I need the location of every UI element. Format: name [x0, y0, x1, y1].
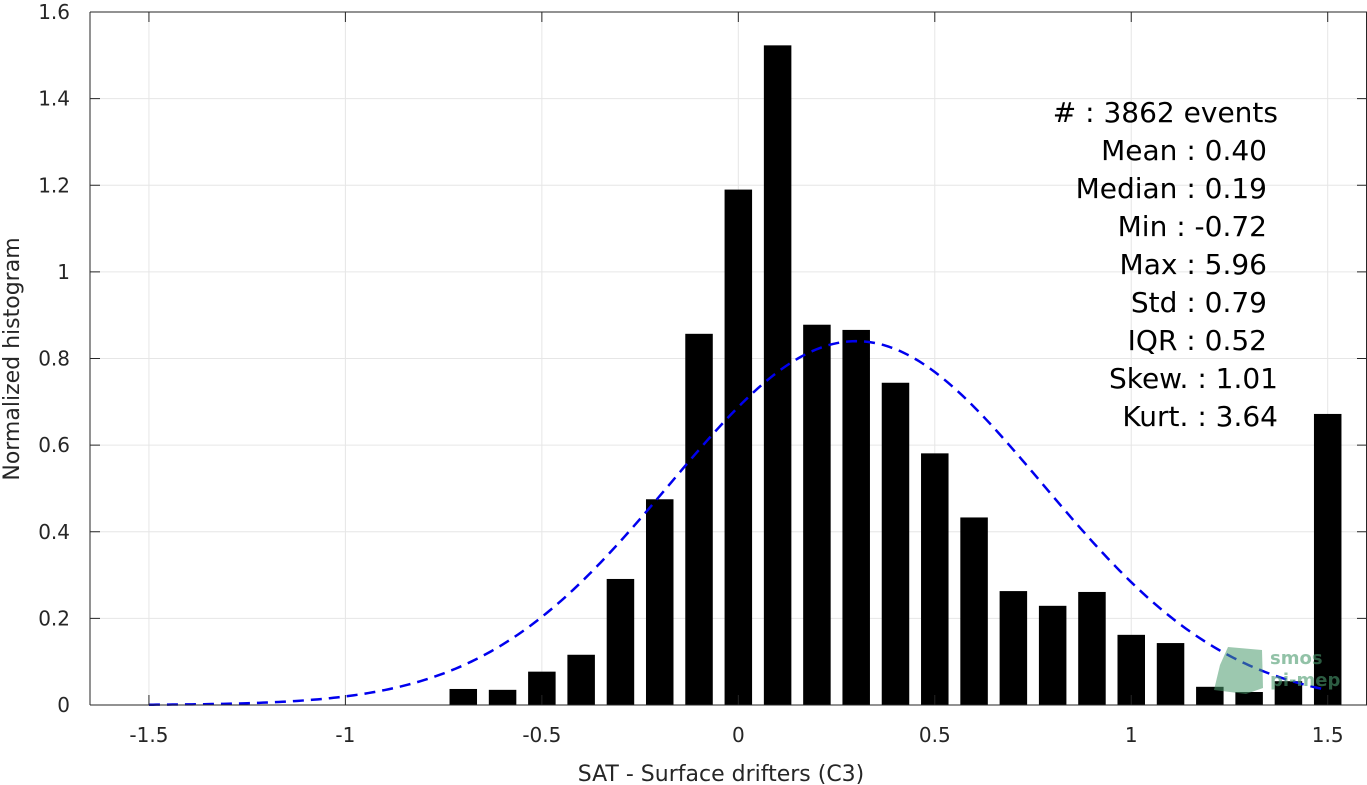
x-axis-label: SAT - Surface drifters (C3) [578, 762, 865, 785]
x-tick-label-1: -1 [335, 723, 355, 747]
y-tick-label-8: 1.6 [38, 0, 70, 24]
histogram-bar-11 [881, 382, 910, 705]
histogram-bar-4 [606, 578, 635, 705]
stats-box: # : 3862 events Mean : 0.40 Median : 0.19 M… [1053, 96, 1278, 433]
histogram-bar-20 [1235, 692, 1263, 705]
histogram-bar-14 [999, 591, 1028, 705]
histogram-bar-15 [1038, 605, 1067, 705]
histogram-bar-9 [803, 324, 831, 705]
y-axis-label: Normalized histogram [0, 237, 25, 480]
stat-line-1: Mean : 0.40 [1101, 134, 1267, 167]
histogram-bar-8 [763, 45, 792, 705]
histogram-bar-19 [1196, 686, 1224, 705]
x-tick-label-2: -0.5 [522, 723, 561, 747]
stat-line-3: Min : -0.72 [1118, 210, 1267, 243]
histogram-bar-10 [842, 329, 870, 705]
stat-line-7: Skew. : 1.01 [1109, 362, 1278, 395]
histogram-bar-0 [449, 688, 478, 705]
y-tick-label-6: 1.2 [38, 173, 70, 197]
histogram-bar-22 [1313, 413, 1342, 705]
y-tick-label-2: 0.4 [38, 520, 70, 544]
histogram-bar-7 [724, 189, 753, 706]
stat-line-0: # : 3862 events [1053, 96, 1278, 129]
y-tick-label-7: 1.4 [38, 87, 70, 111]
histogram-bar-18 [1156, 643, 1185, 705]
histogram-bar-17 [1117, 634, 1145, 705]
histogram-bar-13 [960, 517, 988, 705]
histogram-bars [449, 45, 1342, 706]
stat-line-6: IQR : 0.52 [1128, 324, 1267, 357]
x-tick-label-0: -1.5 [129, 723, 168, 747]
logo-line-2: pi-mep [1270, 670, 1340, 691]
y-tick-label-1: 0.2 [38, 606, 70, 630]
x-tick-label-5: 1 [1125, 723, 1138, 747]
y-tick-label-3: 0.6 [38, 433, 70, 457]
x-tick-label-3: 0 [732, 723, 745, 747]
x-tick-label-6: 1.5 [1312, 723, 1344, 747]
stat-line-8: Kurt. : 3.64 [1122, 400, 1278, 433]
y-tick-label-4: 0.8 [38, 347, 70, 371]
histogram-bar-16 [1078, 591, 1106, 705]
stat-line-5: Std : 0.79 [1131, 286, 1267, 319]
histogram-bar-5 [645, 499, 674, 705]
logo-line-1: smos [1270, 648, 1323, 669]
stat-line-2: Median : 0.19 [1076, 172, 1267, 205]
y-tick-label-0: 0 [57, 693, 70, 717]
histogram-bar-21 [1274, 681, 1303, 705]
y-tick-label-5: 1 [57, 260, 70, 284]
histogram-bar-6 [685, 333, 713, 705]
x-axis-ticks: -1.5 -1 -0.5 0 0.5 1 1.5 [129, 12, 1344, 747]
histogram-bar-12 [921, 453, 949, 705]
histogram-bar-3 [567, 654, 595, 705]
histogram-bar-1 [488, 689, 517, 705]
stat-line-4: Max : 5.96 [1120, 248, 1267, 281]
smos-pi-mep-logo: smos pi-mep [1214, 647, 1340, 694]
logo-icon [1214, 647, 1263, 694]
y-axis-ticks: 0 0.2 0.4 0.6 0.8 1 1.2 1.4 1.6 [38, 0, 1367, 717]
x-tick-label-4: 0.5 [919, 723, 951, 747]
normal-fit-curve [148, 339, 1328, 706]
